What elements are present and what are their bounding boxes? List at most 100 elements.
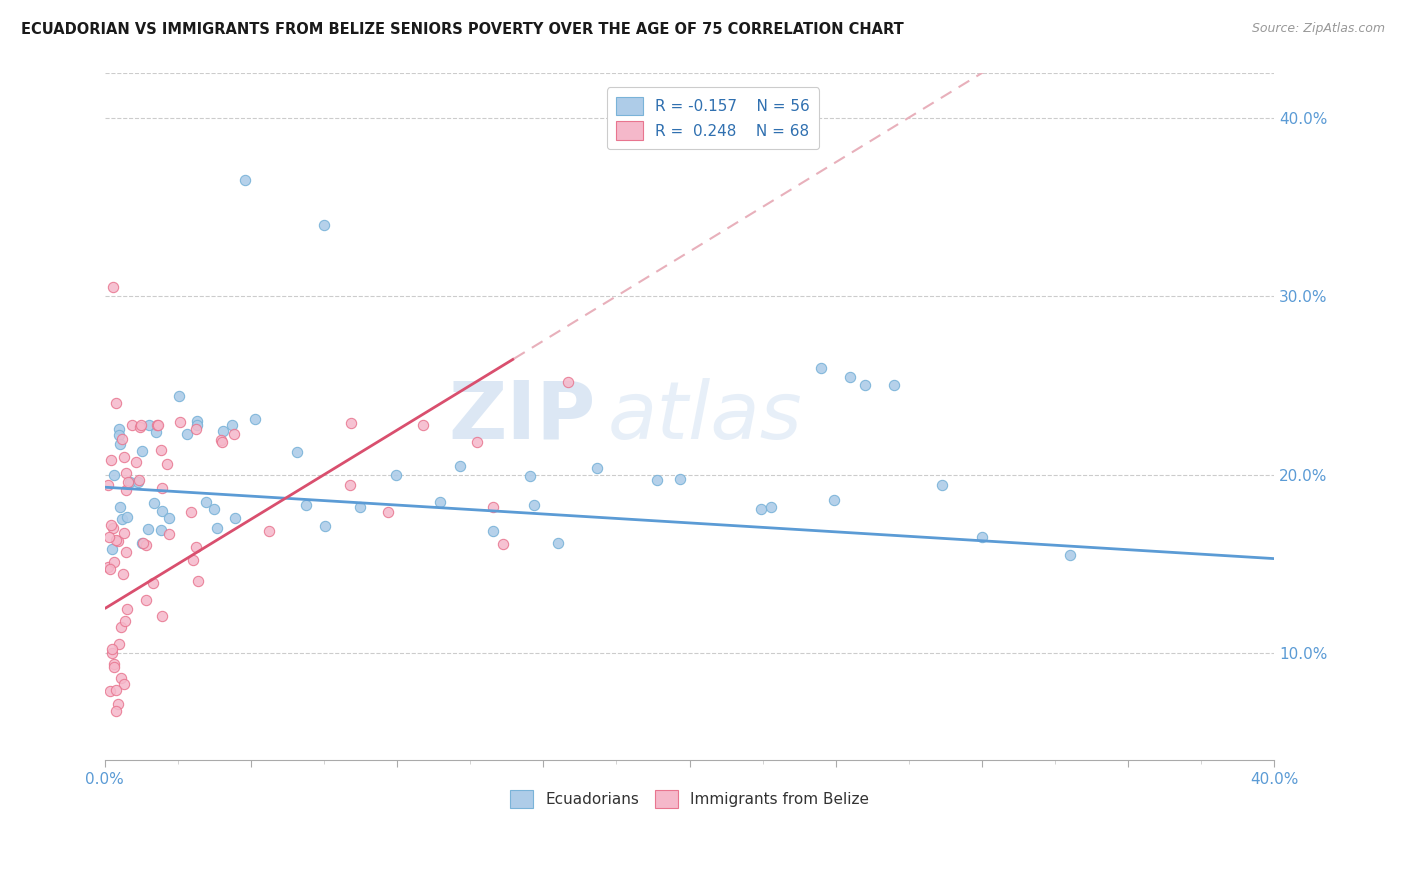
Point — [100, 517, 122, 532]
Point — [547, 536, 569, 550]
Point — [349, 500, 371, 514]
Text: ZIP: ZIP — [449, 377, 596, 456]
Point — [129, 420, 152, 434]
Point — [101, 641, 124, 656]
Point — [482, 524, 505, 538]
Point — [212, 424, 235, 438]
Point — [429, 495, 451, 509]
Point — [205, 520, 228, 534]
Point — [98, 562, 121, 576]
Point — [138, 418, 160, 433]
Point — [519, 469, 541, 483]
Point — [224, 426, 246, 441]
Point — [97, 477, 120, 491]
Point — [135, 592, 157, 607]
Point — [883, 378, 905, 392]
Point — [103, 280, 125, 294]
Point — [157, 511, 180, 525]
Point — [107, 698, 129, 712]
Point — [117, 475, 139, 489]
Point — [120, 475, 142, 489]
Text: ECUADORIAN VS IMMIGRANTS FROM BELIZE SENIORS POVERTY OVER THE AGE OF 75 CORRELAT: ECUADORIAN VS IMMIGRANTS FROM BELIZE SEN… — [21, 22, 904, 37]
Point — [108, 500, 131, 515]
Point — [259, 524, 281, 538]
Point — [970, 530, 993, 544]
Point — [585, 461, 607, 475]
Point — [853, 378, 876, 392]
Point — [136, 522, 159, 536]
Text: atlas: atlas — [607, 377, 803, 456]
Point — [187, 574, 209, 588]
Point — [312, 218, 335, 232]
Point — [243, 412, 266, 426]
Point — [112, 526, 135, 541]
Point — [108, 437, 131, 451]
Point — [101, 646, 124, 660]
Point — [115, 510, 138, 524]
Point — [135, 538, 157, 552]
Point — [224, 511, 246, 525]
Point — [340, 416, 363, 430]
Point — [131, 444, 153, 458]
Point — [150, 608, 173, 623]
Point — [115, 545, 138, 559]
Point — [176, 426, 198, 441]
Point — [186, 417, 208, 432]
Point — [186, 414, 208, 428]
Point — [121, 418, 143, 433]
Point — [129, 417, 152, 432]
Point — [149, 524, 172, 538]
Point — [145, 425, 167, 439]
Point — [142, 575, 165, 590]
Point — [98, 683, 121, 698]
Point — [377, 505, 399, 519]
Point — [150, 481, 173, 495]
Point — [110, 620, 132, 634]
Point — [107, 428, 129, 442]
Point — [209, 433, 232, 447]
Point — [148, 417, 170, 432]
Point — [110, 671, 132, 685]
Point — [128, 473, 150, 487]
Point — [156, 457, 179, 471]
Point — [100, 541, 122, 556]
Point — [285, 445, 308, 459]
Point — [339, 478, 361, 492]
Point — [202, 502, 225, 516]
Point — [810, 360, 832, 375]
Point — [131, 536, 153, 550]
Point — [103, 657, 125, 672]
Point — [107, 533, 129, 548]
Point — [111, 432, 134, 446]
Legend: Ecuadorians, Immigrants from Belize: Ecuadorians, Immigrants from Belize — [505, 784, 875, 814]
Point — [482, 500, 505, 515]
Point — [105, 683, 128, 698]
Point — [105, 533, 128, 548]
Point — [184, 422, 207, 436]
Point — [749, 501, 772, 516]
Point — [839, 369, 862, 384]
Point — [412, 417, 434, 432]
Point — [100, 453, 122, 467]
Point — [125, 455, 148, 469]
Point — [157, 526, 180, 541]
Point — [112, 450, 135, 464]
Point — [557, 375, 579, 389]
Point — [385, 467, 408, 482]
Point — [221, 417, 243, 432]
Point — [132, 535, 155, 549]
Point — [645, 474, 668, 488]
Point — [761, 500, 783, 514]
Point — [1059, 548, 1081, 562]
Point — [465, 435, 488, 450]
Point — [823, 492, 845, 507]
Point — [107, 422, 129, 436]
Point — [233, 173, 256, 187]
Point — [669, 472, 692, 486]
Point — [146, 418, 169, 433]
Point — [180, 505, 202, 519]
Point — [169, 389, 191, 403]
Point — [103, 555, 125, 569]
Point — [181, 553, 204, 567]
Point — [492, 537, 515, 551]
